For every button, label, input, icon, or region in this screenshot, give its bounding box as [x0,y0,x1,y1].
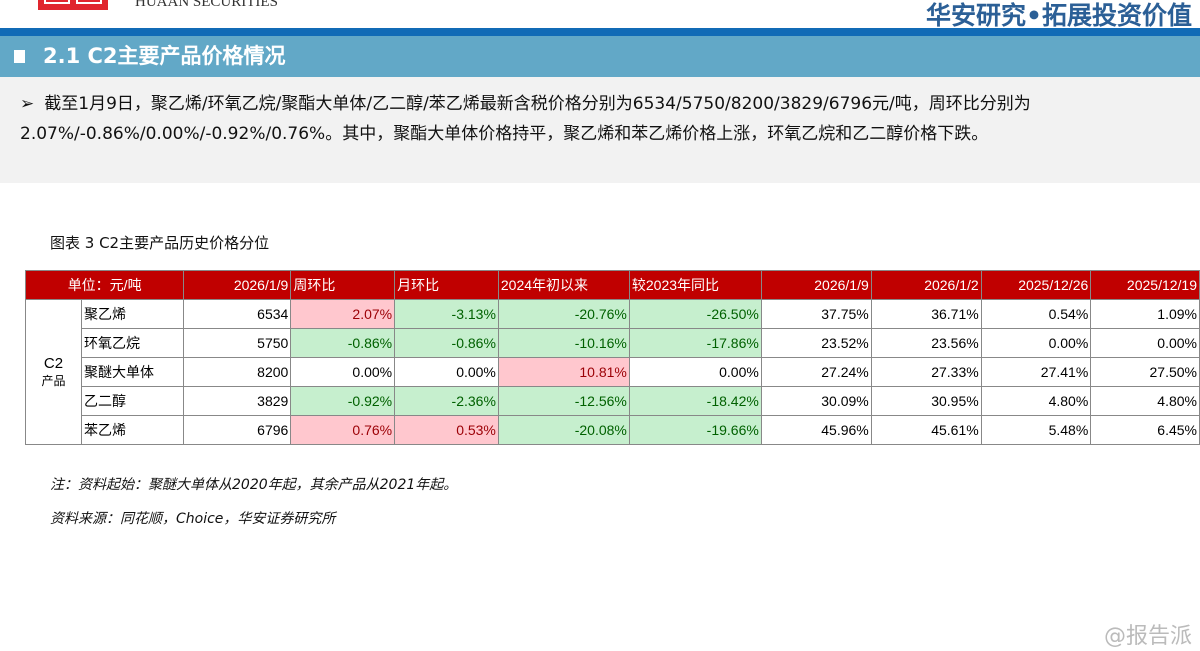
watermark: @报告派 [1103,624,1192,649]
table-cell: 45.61% [870,415,982,445]
table-cell: 0.54% [980,299,1092,329]
column-header: 2025/12/26 [980,270,1092,300]
slogan: 华安研究•拓展投资价值 [926,1,1192,30]
table-row: 聚醚大单体 8200 0.00% 0.00% 10.81% 0.00% 27.24% 27.3… [26,357,1200,387]
table-cell: -19.66% [628,415,762,445]
table-cell: 5.48% [980,415,1092,445]
table-cell: -0.92% [290,386,396,416]
group-label: C2 [43,355,64,372]
column-header: 月环比 [394,270,499,300]
column-header: 单位：元/吨 [24,270,185,300]
column-header: 2026/1/9 [183,270,292,300]
table-cell: 45.96% [760,415,872,445]
table-cell: 0.76% [290,415,396,445]
header-divider [0,28,1200,36]
table-cell: 27.41% [980,357,1092,387]
table-cell: 0.53% [394,415,499,445]
product-name: 聚醚大单体 [81,357,185,387]
table-cell: 36.71% [870,299,982,329]
product-name: 乙二醇 [81,386,185,416]
table-cell: 6534 [183,299,292,329]
table-note: 注：资料起始：聚醚大单体从2020年起，其余产品从2021年起。 [50,477,458,493]
brand-name: HUAAN SECURITIES [135,0,278,10]
table-cell: 2.07% [290,299,396,329]
table-cell: 30.95% [870,386,982,416]
column-header: 较2023年同比 [628,270,762,300]
column-header: 2024年初以来 [497,270,630,300]
table-cell: 6.45% [1090,415,1200,445]
square-bullet-icon [14,50,25,63]
column-header: 2026/1/9 [760,270,872,300]
table-cell: -20.08% [497,415,630,445]
table-cell: 5750 [183,328,292,358]
summary-box: ➢ 截至1月9日，聚乙烯/环氧乙烷/聚酯大单体/乙二醇/苯乙烯最新含税价格分别为6… [0,77,1200,183]
section-title: 2.1 C2主要产品价格情况 [43,44,286,68]
column-header: 2026/1/2 [870,270,982,300]
table-cell: -2.36% [394,386,499,416]
table-cell: -12.56% [497,386,630,416]
table-cell: 0.00% [290,357,396,387]
table-row: 苯乙烯 6796 0.76% 0.53% -20.08% -19.66% 45.96% 45.… [26,415,1200,445]
table-cell: -20.76% [497,299,630,329]
section-banner: 2.1 C2主要产品价格情况 [0,36,1200,77]
table-cell: -0.86% [290,328,396,358]
group-sublabel: 产品 [41,374,66,388]
table-cell: 0.00% [394,357,499,387]
product-name: 聚乙烯 [81,299,185,329]
table-row: 环氧乙烷 5750 -0.86% -0.86% -10.16% -17.86% 23.52%… [26,328,1200,358]
table-cell: 4.80% [980,386,1092,416]
table-cell: 30.09% [760,386,872,416]
table-cell: 27.33% [870,357,982,387]
table-cell: 23.52% [760,328,872,358]
table-cell: -17.86% [628,328,762,358]
column-header: 周环比 [290,270,396,300]
table-cell: 23.56% [870,328,982,358]
product-name: 苯乙烯 [81,415,185,445]
table-cell: 1.09% [1090,299,1200,329]
table-cell: 6796 [183,415,292,445]
data-source: 资料来源：同花顺，Choice，华安证券研究所 [50,511,336,527]
table-cell: 0.00% [628,357,762,387]
product-name: 环氧乙烷 [81,328,185,358]
table-cell: 27.50% [1090,357,1200,387]
figure-caption: 图表 3 C2主要产品历史价格分位 [50,234,270,252]
arrow-bullet-icon: ➢ [20,94,35,114]
table-cell: 27.24% [760,357,872,387]
table-cell: -3.13% [394,299,499,329]
table-cell: 0.00% [980,328,1092,358]
table-row: 乙二醇 3829 -0.92% -2.36% -12.56% -18.42% 30.09% 3… [26,386,1200,416]
table-cell: 3829 [183,386,292,416]
table-cell: -18.42% [628,386,762,416]
table-cell: 0.00% [1090,328,1200,358]
table-cell: -10.16% [497,328,630,358]
table-cell: 10.81% [497,357,630,387]
summary-text: 截至1月9日，聚乙烯/环氧乙烷/聚酯大单体/乙二醇/苯乙烯最新含税价格分别为65… [20,94,1031,144]
huaan-logo [38,0,108,10]
table-cell: 37.75% [760,299,872,329]
table-cell: -26.50% [628,299,762,329]
table-cell: -0.86% [394,328,499,358]
price-percentile-table: 单位：元/吨 2026/1/9 周环比 月环比 2024年初以来 较2023年同比 2026… [24,270,1200,445]
column-header: 2025/12/19 [1090,270,1200,300]
table-cell: 4.80% [1090,386,1200,416]
group-cell: C2 产品 [24,299,83,445]
table-cell: 8200 [183,357,292,387]
table-row: C2 产品 聚乙烯 6534 2.07% -3.13% -20.76% -26.50% 37.7… [24,299,1200,445]
